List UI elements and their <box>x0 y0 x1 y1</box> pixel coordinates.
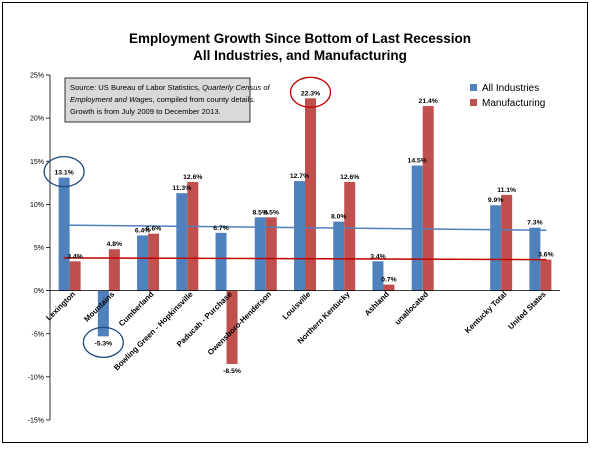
bar-all-industries <box>333 221 345 291</box>
bar-manufacturing <box>344 181 356 291</box>
source-note-box <box>64 77 251 123</box>
legend-label-all-industries: All Industries <box>482 83 539 94</box>
bar-manufacturing <box>148 233 160 291</box>
source-note-line3: Growth is from July 2009 to December 201… <box>70 107 221 116</box>
bar-manufacturing <box>187 181 199 291</box>
source-note-line1: Source: US Bureau of Labor Statistics, Q… <box>70 83 271 92</box>
legend: All Industries Manufacturing <box>470 83 545 109</box>
bar-value-label: 22.3% <box>301 90 320 97</box>
bar-all-industries <box>490 205 502 291</box>
bar-value-label: 8.5% <box>253 209 269 216</box>
bar-manufacturing <box>69 261 81 291</box>
bar-value-label: 0.7% <box>381 277 397 284</box>
bar-value-label: 11.3% <box>172 185 191 192</box>
bar-all-industries <box>137 235 149 291</box>
bar-value-label: 6.7% <box>213 225 229 232</box>
bar-all-industries <box>411 165 423 291</box>
source-note-suffix: , compiled from county details. <box>153 95 256 104</box>
trendline <box>63 257 547 261</box>
y-tick-label: -5% <box>32 331 44 338</box>
bar-all-industries <box>372 261 384 291</box>
chart-title: Employment Growth Since Bottom of Last R… <box>129 31 471 46</box>
bar-value-label: 21.4% <box>419 98 438 105</box>
y-tick-label: 10% <box>30 202 44 209</box>
y-tick-label: 25% <box>30 73 44 80</box>
bar-value-label: 9.9% <box>488 197 504 204</box>
bar-manufacturing <box>305 98 316 291</box>
bar-all-industries <box>97 290 109 337</box>
bar-manufacturing <box>226 290 238 364</box>
source-note: Source: US Bureau of Labor Statistics, Q… <box>64 77 271 123</box>
chart-subtitle: All Industries, and Manufacturing <box>193 48 407 63</box>
data-labels: 13.1% -5.3% 6.4% 11.3% 6.7% 8.5% 12.7% 8.0% 3.4%… <box>54 90 553 375</box>
bar-value-label: 8.0% <box>331 214 347 221</box>
highlight-circle <box>289 76 332 108</box>
source-note-prefix: Source: US Bureau of Labor Statistics, <box>70 83 202 92</box>
bar-value-label: -8.5% <box>223 368 241 375</box>
bar-value-label: -5.3% <box>94 340 112 347</box>
highlight-circles <box>43 76 332 358</box>
bar-value-label: 6.6% <box>146 226 162 233</box>
bar-manufacturing <box>108 249 120 291</box>
highlight-circle <box>82 326 124 358</box>
source-note-line2: Employment and Wages, compiled from coun… <box>70 95 255 104</box>
y-tick-label: 0% <box>34 288 44 295</box>
y-tick-label: -15% <box>28 418 44 425</box>
highlight-circle <box>43 155 85 188</box>
bar-value-label: 12.7% <box>290 173 309 180</box>
legend-label-manufacturing: Manufacturing <box>482 98 545 109</box>
bar-all-industries <box>215 232 227 291</box>
y-tick-label: 20% <box>30 116 44 123</box>
bar-value-label: 12.6% <box>183 174 202 181</box>
bar-all-industries <box>176 193 188 291</box>
bar-value-label: 3.4% <box>67 253 83 260</box>
y-tick-label: 5% <box>34 245 44 252</box>
bar-all-industries <box>294 181 305 291</box>
trendline <box>63 224 547 231</box>
bar-value-label: 3.4% <box>370 253 386 260</box>
source-note-italic1: Quarterly Census of <box>202 83 270 92</box>
bar-all-industries <box>58 177 70 291</box>
bar-manufacturing <box>501 194 513 291</box>
y-axis: -15% -10% -5% 0% 5% 10% 15% 20% 25% <box>28 73 51 425</box>
y-tick-label: -10% <box>28 374 44 381</box>
legend-swatch-manufacturing <box>470 99 477 106</box>
bar-all-industries <box>254 217 266 291</box>
bar-value-label: 4.8% <box>107 241 123 248</box>
bar-value-label: 8.5% <box>264 209 280 216</box>
legend-swatch-all-industries <box>470 84 477 91</box>
bar-value-label: 13.1% <box>54 170 73 177</box>
bar-manufacturing <box>540 259 552 291</box>
source-note-italic2: Employment and Wages <box>70 95 153 104</box>
bar-value-label: 6.4% <box>135 227 151 234</box>
bar-manufacturing <box>422 106 434 291</box>
bar-value-label: 14.5% <box>408 158 427 165</box>
trendlines <box>63 224 547 261</box>
bar-value-label: 7.3% <box>527 220 543 227</box>
bar-value-label: 12.6% <box>340 174 359 181</box>
bar-manufacturing <box>383 284 395 291</box>
bars <box>58 98 552 364</box>
y-tick-label: 15% <box>30 159 44 166</box>
bar-value-label: 11.1% <box>497 187 516 194</box>
bar-value-label: 3.6% <box>538 252 554 259</box>
bar-manufacturing <box>265 217 277 291</box>
